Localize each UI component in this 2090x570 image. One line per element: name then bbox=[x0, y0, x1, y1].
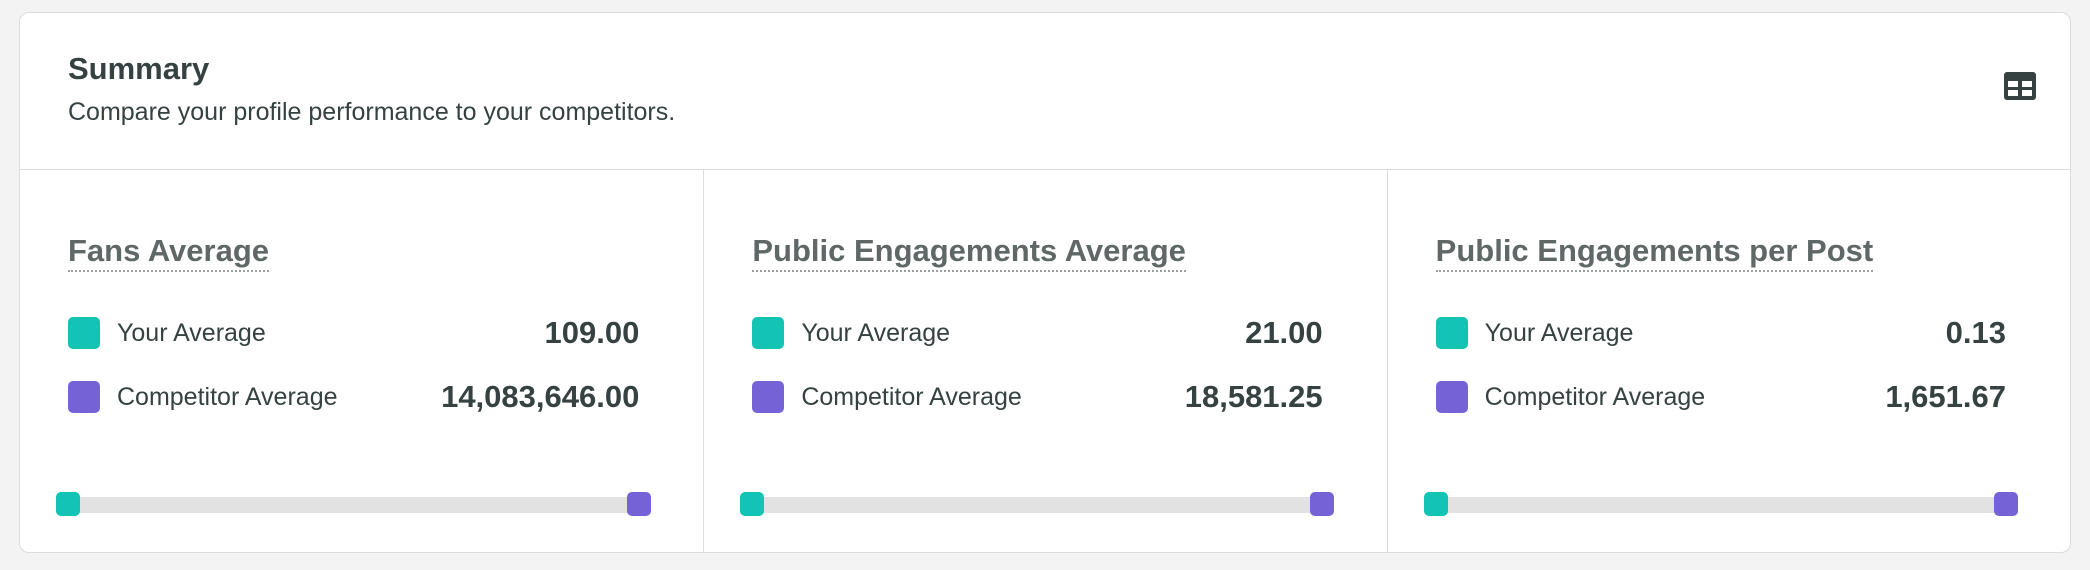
competitor-average-swatch bbox=[752, 381, 785, 413]
competitor-average-marker[interactable] bbox=[627, 492, 651, 516]
legend-label: Competitor Average bbox=[1484, 382, 1706, 411]
summary-title: Summary bbox=[68, 51, 210, 86]
competitor-average-marker[interactable] bbox=[1310, 492, 1335, 516]
legend-label: Competitor Average bbox=[117, 382, 338, 411]
your-average-swatch bbox=[752, 317, 785, 349]
competitor-average-value: 1,651.67 bbox=[1885, 379, 2006, 414]
your-average-marker[interactable] bbox=[1423, 492, 1448, 516]
competitor-average-value: 18,581.25 bbox=[1184, 379, 1323, 414]
your-average-value: 21.00 bbox=[1245, 315, 1323, 350]
panel-fans-average: Fans Average Your Average 109.00 Competi… bbox=[20, 169, 703, 552]
your-average-row: Your Average 0.13 bbox=[1435, 315, 2006, 350]
legend-label: Your Average bbox=[117, 318, 266, 347]
legend-label: Your Average bbox=[1484, 318, 1634, 347]
panel-public-engagements-average: Public Engagements Average Your Average … bbox=[703, 169, 1386, 552]
summary-subtitle: Compare your profile performance to your… bbox=[68, 98, 676, 126]
panel-title[interactable]: Fans Average bbox=[68, 233, 270, 272]
your-average-row: Your Average 109.00 bbox=[68, 315, 640, 350]
comparison-track bbox=[68, 497, 640, 513]
panel-public-engagements-per-post: Public Engagements per Post Your Average… bbox=[1386, 169, 2070, 552]
your-average-marker[interactable] bbox=[56, 492, 80, 516]
table-view-button[interactable] bbox=[2003, 71, 2037, 101]
competitor-average-row: Competitor Average 1,651.67 bbox=[1435, 379, 2006, 414]
panel-title[interactable]: Public Engagements Average bbox=[752, 233, 1186, 272]
competitor-average-value: 14,083,646.00 bbox=[441, 379, 640, 414]
competitor-average-swatch bbox=[68, 381, 100, 413]
metric-panels: Fans Average Your Average 109.00 Competi… bbox=[20, 169, 2070, 552]
panel-title[interactable]: Public Engagements per Post bbox=[1435, 233, 1874, 272]
table-icon bbox=[2004, 72, 2036, 100]
your-average-value: 109.00 bbox=[544, 315, 640, 350]
comparison-track bbox=[1435, 497, 2006, 513]
legend-label: Your Average bbox=[801, 318, 951, 347]
comparison-track bbox=[752, 497, 1323, 513]
competitor-average-row: Competitor Average 18,581.25 bbox=[752, 379, 1323, 414]
your-average-marker[interactable] bbox=[740, 492, 765, 516]
summary-card: Summary Compare your profile performance… bbox=[19, 12, 2071, 553]
competitor-average-swatch bbox=[1435, 381, 1468, 413]
your-average-swatch bbox=[68, 317, 100, 349]
your-average-value: 0.13 bbox=[1945, 315, 2006, 350]
summary-header: Summary Compare your profile performance… bbox=[20, 13, 2070, 170]
competitor-average-marker[interactable] bbox=[1993, 492, 2018, 516]
legend-label: Competitor Average bbox=[801, 382, 1022, 411]
your-average-swatch bbox=[1435, 317, 1468, 349]
competitor-average-row: Competitor Average 14,083,646.00 bbox=[68, 379, 640, 414]
your-average-row: Your Average 21.00 bbox=[752, 315, 1323, 350]
